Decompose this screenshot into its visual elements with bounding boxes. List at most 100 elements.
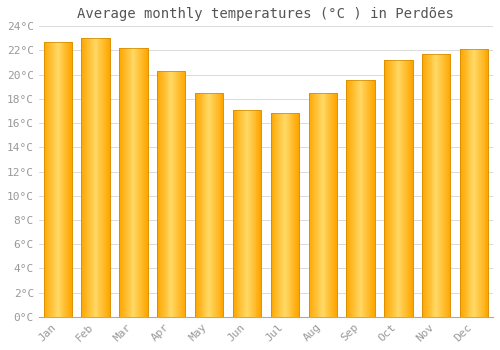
Bar — [333, 93, 334, 317]
Bar — [233, 110, 261, 317]
Bar — [51, 42, 52, 317]
Bar — [44, 42, 46, 317]
Bar — [384, 60, 412, 317]
Bar — [448, 54, 450, 317]
Bar — [130, 48, 132, 317]
Bar — [430, 54, 432, 317]
Bar — [398, 60, 400, 317]
Bar — [162, 71, 163, 317]
Bar — [442, 54, 443, 317]
Bar — [242, 110, 243, 317]
Bar — [321, 93, 322, 317]
Bar — [69, 42, 70, 317]
Bar — [53, 42, 54, 317]
Bar — [84, 38, 85, 317]
Bar — [461, 49, 462, 317]
Bar — [146, 48, 148, 317]
Bar — [334, 93, 335, 317]
Bar — [441, 54, 442, 317]
Bar — [310, 93, 312, 317]
Bar — [444, 54, 445, 317]
Bar — [67, 42, 68, 317]
Bar — [478, 49, 479, 317]
Bar — [486, 49, 488, 317]
Bar — [355, 79, 356, 317]
Bar — [422, 54, 423, 317]
Bar — [141, 48, 142, 317]
Bar — [182, 71, 184, 317]
Bar — [332, 93, 333, 317]
Bar — [137, 48, 138, 317]
Bar — [240, 110, 242, 317]
Bar — [50, 42, 51, 317]
Bar — [107, 38, 108, 317]
Bar — [109, 38, 110, 317]
Bar — [477, 49, 478, 317]
Title: Average monthly temperatures (°C ) in Perdões: Average monthly temperatures (°C ) in Pe… — [78, 7, 454, 21]
Bar — [125, 48, 126, 317]
Bar — [168, 71, 170, 317]
Bar — [177, 71, 178, 317]
Bar — [313, 93, 314, 317]
Bar — [349, 79, 350, 317]
Bar — [475, 49, 476, 317]
Bar — [324, 93, 326, 317]
Bar — [164, 71, 166, 317]
Bar — [434, 54, 436, 317]
Bar — [280, 113, 281, 317]
Bar — [479, 49, 480, 317]
Bar — [138, 48, 139, 317]
Bar — [353, 79, 354, 317]
Bar — [251, 110, 252, 317]
Bar — [68, 42, 69, 317]
Bar — [404, 60, 405, 317]
Bar — [292, 113, 294, 317]
Bar — [388, 60, 389, 317]
Bar — [70, 42, 71, 317]
Bar — [270, 113, 299, 317]
Bar — [220, 93, 222, 317]
Bar — [216, 93, 218, 317]
Bar — [85, 38, 86, 317]
Bar — [163, 71, 164, 317]
Bar — [248, 110, 249, 317]
Bar — [126, 48, 127, 317]
Bar — [296, 113, 297, 317]
Bar — [373, 79, 374, 317]
Bar — [100, 38, 102, 317]
Bar — [288, 113, 290, 317]
Bar — [132, 48, 134, 317]
Bar — [222, 93, 224, 317]
Bar — [480, 49, 481, 317]
Bar — [348, 79, 349, 317]
Bar — [352, 79, 353, 317]
Bar — [128, 48, 130, 317]
Bar — [82, 38, 110, 317]
Bar — [312, 93, 313, 317]
Bar — [195, 93, 224, 317]
Bar — [409, 60, 410, 317]
Bar — [362, 79, 364, 317]
Bar — [360, 79, 362, 317]
Bar — [460, 49, 488, 317]
Bar — [308, 93, 337, 317]
Bar — [52, 42, 53, 317]
Bar — [247, 110, 248, 317]
Bar — [425, 54, 426, 317]
Bar — [368, 79, 369, 317]
Bar — [256, 110, 258, 317]
Bar — [356, 79, 357, 317]
Bar — [403, 60, 404, 317]
Bar — [160, 71, 161, 317]
Bar — [71, 42, 72, 317]
Bar — [140, 48, 141, 317]
Bar — [94, 38, 96, 317]
Bar — [346, 79, 375, 317]
Bar — [278, 113, 279, 317]
Bar — [89, 38, 90, 317]
Bar — [209, 93, 210, 317]
Bar — [64, 42, 66, 317]
Bar — [195, 93, 224, 317]
Bar — [470, 49, 472, 317]
Bar — [181, 71, 182, 317]
